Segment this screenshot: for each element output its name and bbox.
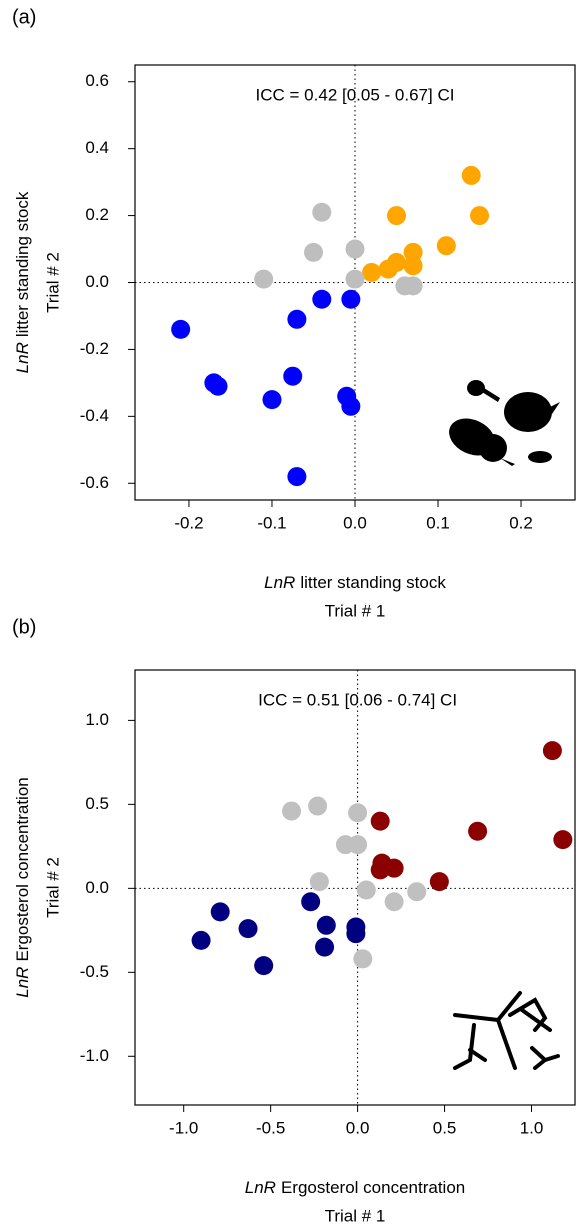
annotation: ICC = 0.51 [0.06 - 0.74] CI (258, 690, 457, 709)
point (282, 801, 302, 821)
point (303, 242, 323, 262)
point (341, 289, 361, 309)
point (356, 880, 376, 900)
x-axis-label-line2: Trial # 1 (325, 601, 386, 620)
point (345, 269, 365, 289)
panel: -1.0 -0.5 0.0 0.5 1.0 -1.0 -0.5 0.0 0.5 1.0 ICC = … (12, 616, 576, 1225)
point (308, 796, 328, 816)
point (384, 858, 404, 878)
leaf-icon (449, 380, 560, 466)
x-tick-label: 0.1 (426, 513, 450, 532)
point (468, 821, 488, 841)
y-tick-label: 0.5 (85, 794, 109, 813)
point (312, 289, 332, 309)
point (387, 206, 407, 226)
y-tick-label: -0.4 (80, 406, 109, 425)
point (262, 390, 282, 410)
x-tick-label: 0.2 (509, 513, 533, 532)
panel-label: (a) (12, 6, 36, 28)
x-tick-label: 0.0 (343, 513, 367, 532)
x-tick-label: 0.0 (346, 1118, 370, 1137)
point (208, 376, 228, 396)
point (315, 937, 335, 957)
point (254, 956, 274, 976)
label-italic: LnR (264, 573, 295, 592)
y-axis-label: LnR litter standing stock (13, 191, 32, 373)
point (254, 269, 274, 289)
label-italic: LnR (13, 967, 32, 998)
point (553, 830, 573, 850)
point (353, 949, 373, 969)
x-tick-label: -0.1 (257, 513, 286, 532)
point (429, 872, 449, 892)
point (287, 467, 307, 487)
point (362, 262, 382, 282)
y-axis-label-line2: Trial # 2 (43, 252, 62, 313)
point (238, 919, 258, 939)
point (370, 811, 390, 831)
point (370, 860, 390, 880)
point (403, 256, 423, 276)
x-tick-label: 1.0 (520, 1118, 544, 1137)
y-tick-label: 0.6 (85, 71, 109, 90)
y-axis-label: LnR Ergosterol concentration (13, 777, 32, 997)
label-italic: LnR (13, 342, 32, 373)
y-tick-label: -0.6 (80, 473, 109, 492)
y-tick-label: 0.0 (85, 878, 109, 897)
point (407, 882, 427, 902)
point (171, 319, 191, 339)
point (403, 276, 423, 296)
label-text: litter standing stock (300, 573, 446, 592)
y-tick-label: 0.2 (85, 205, 109, 224)
point (403, 242, 423, 262)
y-tick-label: -1.0 (80, 1046, 109, 1065)
y-tick-label: 1.0 (85, 710, 109, 729)
point (287, 309, 307, 329)
label-italic: LnR (245, 1178, 276, 1197)
point (283, 366, 303, 386)
point (309, 872, 329, 892)
point (384, 892, 404, 912)
y-tick-label: 0.0 (85, 272, 109, 291)
point (436, 236, 456, 256)
y-tick-label: -0.5 (80, 962, 109, 981)
x-tick-label: -1.0 (169, 1118, 198, 1137)
point (210, 902, 230, 922)
x-axis-label-line2: Trial # 1 (325, 1206, 386, 1225)
point (348, 835, 368, 855)
y-axis-label-line2: Trial # 2 (43, 857, 62, 918)
point (301, 892, 321, 912)
point (316, 915, 336, 935)
y-tick-label: -0.2 (80, 339, 109, 358)
panel: -0.2 -0.1 0.0 0.1 0.2 -0.6 -0.4 -0.2 0.0 0.2 0.4 0.… (12, 6, 576, 620)
point (387, 252, 407, 272)
point (346, 924, 366, 944)
point (341, 396, 361, 416)
point (542, 741, 562, 761)
point (312, 202, 332, 222)
label-text: litter standing stock (13, 191, 32, 337)
point (191, 930, 211, 950)
label-text: Ergosterol concentration (13, 777, 32, 961)
x-axis-label: LnR litter standing stock (264, 573, 446, 592)
point (470, 206, 490, 226)
x-tick-label: 0.5 (433, 1118, 457, 1137)
label-text: Ergosterol concentration (281, 1178, 465, 1197)
panel-label: (b) (12, 616, 36, 638)
annotation: ICC = 0.42 [0.05 - 0.67] CI (256, 85, 455, 104)
point (348, 803, 368, 823)
y-tick-label: 0.4 (85, 138, 109, 157)
hyphae-icon (453, 991, 560, 1070)
plot-frame (134, 669, 576, 1106)
point (461, 165, 481, 185)
x-tick-label: -0.2 (174, 513, 203, 532)
point (345, 239, 365, 259)
x-tick-label: -0.5 (256, 1118, 285, 1137)
x-axis-label: LnR Ergosterol concentration (245, 1178, 465, 1197)
